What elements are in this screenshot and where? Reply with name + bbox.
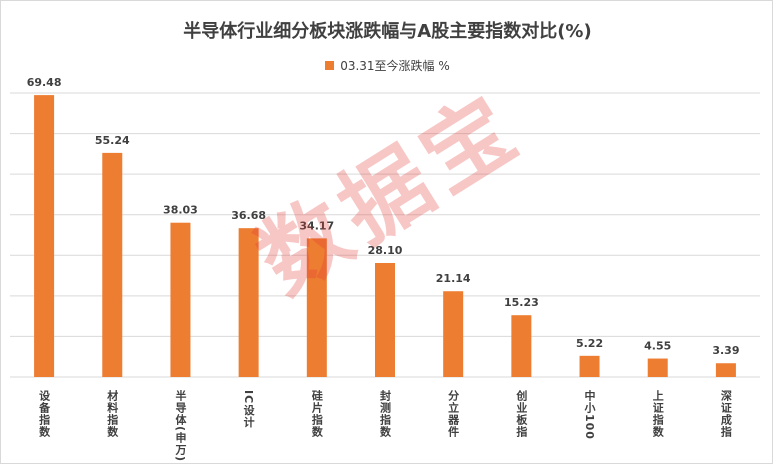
bar-5 <box>375 262 395 377</box>
category-label-8: 中小100 <box>583 389 597 440</box>
bar-10 <box>715 363 736 377</box>
data-label-8: 5.22 <box>576 337 603 350</box>
legend: 03.31至今涨跌幅 % <box>1 57 773 74</box>
category-label-7: 创业板指 <box>515 389 529 438</box>
bar-2 <box>170 222 191 377</box>
bar-9 <box>647 358 668 377</box>
category-label-2: 半导体(申万) <box>174 389 188 462</box>
data-label-1: 55.24 <box>95 134 130 147</box>
data-label-4: 34.17 <box>299 219 334 232</box>
bar-1 <box>102 152 123 377</box>
category-label-3: IC设计 <box>242 390 255 428</box>
data-label-9: 4.55 <box>644 340 671 353</box>
legend-swatch <box>325 61 335 70</box>
category-label-6: 分立器件 <box>447 389 461 438</box>
category-label-9: 上证指数 <box>651 389 664 438</box>
bar-8 <box>579 355 600 377</box>
category-label-4: 硅片指数 <box>310 389 323 438</box>
legend-label: 03.31至今涨跌幅 % <box>340 59 450 73</box>
data-label-7: 15.23 <box>504 296 539 309</box>
bar-3 <box>238 228 259 377</box>
category-label-1: 材料指数 <box>106 389 119 438</box>
data-label-10: 3.39 <box>712 344 739 357</box>
category-label-0: 设备指数 <box>38 389 52 438</box>
bar-0 <box>34 95 55 377</box>
data-label-2: 38.03 <box>163 204 198 217</box>
data-label-6: 21.14 <box>436 272 471 285</box>
category-label-10: 深证成指 <box>719 389 732 438</box>
data-label-0: 69.48 <box>27 76 62 89</box>
data-label-3: 36.68 <box>231 209 266 222</box>
bar-4 <box>306 238 327 377</box>
category-label-5: 封测指数 <box>379 389 392 438</box>
bar-7 <box>511 315 532 377</box>
bar-6 <box>443 291 464 377</box>
data-label-5: 28.10 <box>368 244 403 257</box>
chart-title: 半导体行业细分板块涨跌幅与A股主要指数对比(%) <box>183 21 592 42</box>
